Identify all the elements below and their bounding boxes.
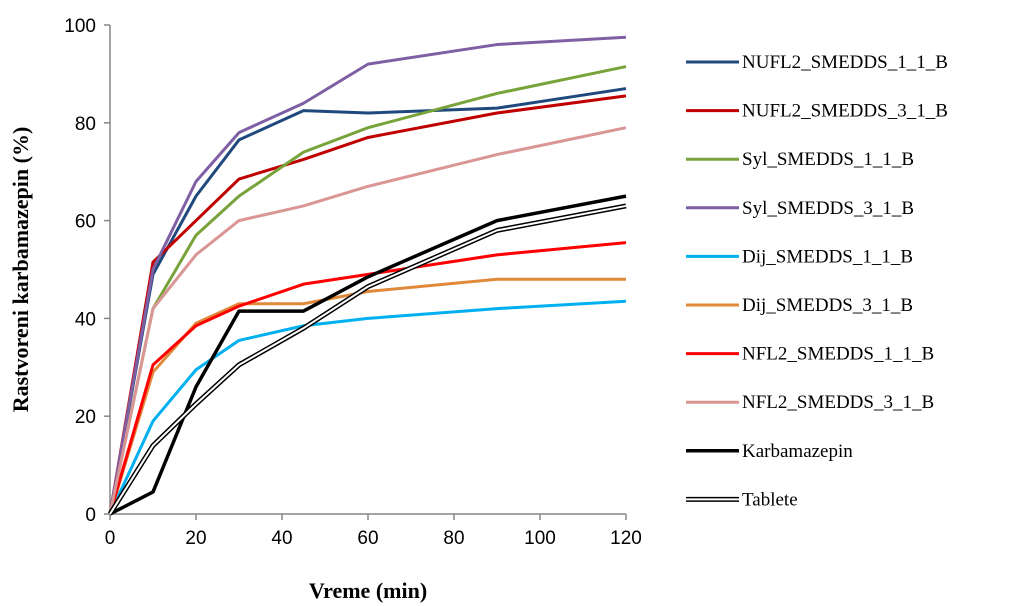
series-line-path (108, 299, 627, 515)
series-line-9 (107, 203, 627, 516)
series-line-7 (108, 126, 627, 515)
chart-axes: 0 20 40 60 80 100 0 20 40 60 80 100 120 (64, 16, 642, 549)
x-tick-label: 60 (357, 528, 378, 549)
y-tick-label: 40 (75, 309, 96, 330)
legend-item: Tablete (686, 489, 798, 510)
series-layer (107, 35, 627, 516)
legend-item: NUFL2_SMEDDS_3_1_B (686, 101, 948, 122)
y-tick-label: 20 (75, 407, 96, 428)
legend-label: Syl_SMEDDS_1_1_B (742, 149, 914, 170)
y-tick-label: 60 (75, 212, 96, 233)
y-tick-label: 0 (85, 505, 96, 526)
chart-legend: NUFL2_SMEDDS_1_1_B NUFL2_SMEDDS_3_1_B Syl_… (686, 52, 948, 510)
legend-label: Dij_SMEDDS_3_1_B (742, 295, 913, 316)
legend-label: Dij_SMEDDS_1_1_B (742, 246, 913, 267)
series-line-2 (108, 65, 627, 515)
y-axis-title: Rastvoreni karbamazepin (%) (8, 127, 33, 413)
series-line-path (109, 194, 627, 516)
x-tick-label: 100 (524, 528, 556, 549)
x-tick-label: 20 (185, 528, 206, 549)
series-line-5 (108, 277, 626, 515)
legend-label: Syl_SMEDDS_3_1_B (742, 198, 914, 219)
y-tick-label: 80 (75, 114, 96, 135)
series-line-6 (108, 241, 627, 515)
legend-item: NUFL2_SMEDDS_1_1_B (686, 52, 948, 73)
series-line-3 (108, 35, 627, 515)
legend-item: Syl_SMEDDS_1_1_B (686, 149, 914, 170)
legend-label: NFL2_SMEDDS_1_1_B (742, 344, 934, 365)
legend-label: NUFL2_SMEDDS_1_1_B (742, 52, 948, 73)
series-line-0 (108, 87, 627, 515)
series-line-path (108, 35, 627, 515)
series-line-path (108, 277, 626, 515)
legend-label: Tablete (742, 489, 798, 510)
legend-item: NFL2_SMEDDS_3_1_B (686, 392, 934, 413)
legend-label: NFL2_SMEDDS_3_1_B (742, 392, 934, 413)
x-axis-title: Vreme (min) (309, 578, 427, 603)
series-line-8 (109, 194, 627, 516)
legend-item: Dij_SMEDDS_1_1_B (686, 246, 913, 267)
legend-item: Dij_SMEDDS_3_1_B (686, 295, 913, 316)
legend-item: Karbamazepin (686, 441, 853, 462)
series-line-path (108, 65, 627, 515)
y-tick-label: 100 (64, 16, 96, 37)
legend-label: Karbamazepin (742, 441, 853, 462)
x-tick-label: 120 (610, 528, 642, 549)
series-line-path (108, 126, 627, 515)
series-line-path (108, 87, 627, 515)
legend-item: Syl_SMEDDS_3_1_B (686, 198, 914, 219)
legend-item: NFL2_SMEDDS_1_1_B (686, 344, 934, 365)
series-line-4 (108, 299, 627, 515)
series-line-path (108, 241, 627, 515)
x-tick-label: 0 (105, 528, 116, 549)
x-tick-label: 80 (443, 528, 464, 549)
series-line-path-inner (109, 204, 627, 515)
x-tick-label: 40 (271, 528, 292, 549)
legend-label: NUFL2_SMEDDS_3_1_B (742, 101, 948, 122)
